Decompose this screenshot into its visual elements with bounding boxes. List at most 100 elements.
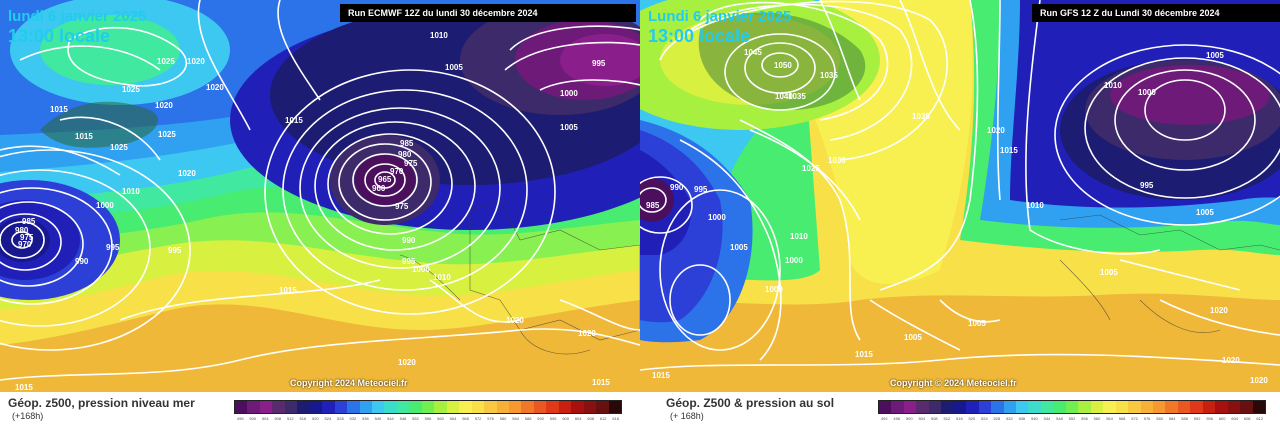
scale-label: 528 (993, 416, 1001, 421)
svg-text:1005: 1005 (730, 243, 748, 252)
scale-swatch (1227, 401, 1241, 413)
scale-swatch (1028, 401, 1041, 413)
svg-text:1015: 1015 (855, 350, 873, 359)
scale-label: 536 (362, 416, 369, 421)
svg-text:1040: 1040 (775, 92, 793, 101)
scale-swatch (1240, 401, 1253, 413)
svg-text:1035: 1035 (788, 92, 806, 101)
ecmwf-map: 1010 1005 995 1000 1005 1025 1020 1025 1… (0, 0, 640, 392)
scale-label: 556 (1081, 416, 1088, 421)
scale-swatch (334, 401, 348, 413)
svg-text:990: 990 (670, 183, 684, 192)
scale-swatch (396, 401, 410, 413)
svg-text:1020: 1020 (398, 358, 416, 367)
ecmwf-date: lundi 6 janvier 2025 (8, 8, 147, 25)
scale-label: 604 (1231, 416, 1239, 421)
scale-label: 528 (337, 416, 344, 421)
svg-text:1030: 1030 (828, 156, 846, 165)
svg-text:1005: 1005 (1206, 51, 1224, 60)
scale-label: 504 (261, 416, 269, 421)
scale-label: 568 (1118, 416, 1126, 421)
scale-swatch (359, 401, 372, 413)
scale-swatch (496, 401, 509, 413)
scale-label: 592 (1193, 416, 1201, 421)
gfs-footer-sub: (+ 168h) (670, 411, 704, 421)
scale-swatch (903, 401, 917, 413)
scale-swatch (891, 401, 904, 413)
scale-swatch (322, 401, 335, 413)
scale-swatch (966, 401, 979, 413)
svg-text:1010: 1010 (1026, 201, 1044, 210)
scale-swatch (484, 401, 497, 413)
scale-label: 504 (918, 416, 926, 421)
scale-label: 520 (968, 416, 976, 421)
scale-label: 540 (374, 416, 382, 421)
svg-text:995: 995 (402, 257, 416, 266)
scale-label: 552 (1068, 416, 1076, 421)
gfs-pressure-labels: 1045 1050 1035 1040 1035 1035 1020 1015 … (646, 48, 1268, 385)
svg-text:980: 980 (15, 226, 29, 235)
svg-text:970: 970 (390, 167, 404, 176)
scale-label: 560 (437, 416, 444, 421)
svg-text:975: 975 (395, 202, 409, 211)
svg-text:995: 995 (1140, 181, 1154, 190)
scale-swatch (1015, 401, 1029, 413)
svg-text:1050: 1050 (774, 61, 792, 70)
svg-text:1000: 1000 (560, 89, 578, 98)
gfs-panel: 1045 1050 1035 1040 1035 1035 1020 1015 … (640, 0, 1280, 427)
svg-text:1005: 1005 (904, 333, 922, 342)
svg-text:995: 995 (694, 185, 708, 194)
svg-text:990: 990 (402, 236, 416, 245)
scale-swatch (596, 401, 609, 413)
scale-label: 560 (1093, 416, 1101, 421)
scale-label: 524 (981, 416, 988, 421)
scale-label: 492 (880, 416, 888, 421)
svg-text:1035: 1035 (912, 112, 930, 121)
scale-swatch (347, 401, 360, 413)
scale-swatch (991, 401, 1004, 413)
scale-swatch (235, 401, 248, 413)
gfs-color-scale (878, 400, 1266, 414)
svg-text:1005: 1005 (1100, 268, 1118, 277)
scale-label: 612 (599, 416, 607, 421)
scale-swatch (1053, 401, 1066, 413)
svg-text:1025: 1025 (110, 143, 128, 152)
scale-label: 568 (462, 416, 469, 421)
gfs-time: 13:00 locale (648, 26, 751, 46)
scale-label: 540 (1031, 416, 1038, 421)
scale-label: 600 (1218, 416, 1226, 421)
scale-swatch (1165, 401, 1178, 413)
svg-text:1015: 1015 (285, 116, 303, 125)
scale-swatch (284, 401, 298, 413)
scale-label: 616 (612, 416, 620, 421)
scale-label: 576 (1143, 416, 1151, 421)
scale-swatch (978, 401, 992, 413)
scale-swatch (471, 401, 485, 413)
svg-text:1025: 1025 (157, 57, 175, 66)
scale-swatch (1177, 401, 1191, 413)
scale-label: 592 (537, 416, 544, 421)
scale-swatch (1128, 401, 1141, 413)
scale-label: 604 (574, 416, 582, 421)
scale-label: 572 (1131, 416, 1138, 421)
scale-label: 512 (286, 416, 294, 421)
svg-text:960: 960 (372, 184, 386, 193)
scale-swatch (247, 401, 260, 413)
svg-text:1020: 1020 (506, 316, 524, 325)
ecmwf-run-label: Run ECMWF 12Z du lundi 30 décembre 2024 (340, 4, 636, 22)
scale-label: 500 (905, 416, 913, 421)
scale-swatch (1140, 401, 1153, 413)
svg-text:1010: 1010 (433, 273, 451, 282)
svg-text:1035: 1035 (820, 71, 838, 80)
gfs-date: Lundi 6 janvier 2025 (648, 8, 792, 25)
svg-text:1000: 1000 (412, 265, 430, 274)
svg-text:985: 985 (646, 201, 660, 210)
scale-label: 612 (1256, 416, 1264, 421)
scale-label: 596 (549, 416, 557, 421)
scale-swatch (371, 401, 385, 413)
ecmwf-scale-labels: 496 500 504 508 512 516 520 524 528 532 536 540 544 5… (234, 416, 622, 424)
ecmwf-time: 13:00 locale (8, 26, 111, 46)
svg-text:1020: 1020 (1222, 356, 1240, 365)
scale-swatch (309, 401, 323, 413)
svg-text:1015: 1015 (1000, 146, 1018, 155)
